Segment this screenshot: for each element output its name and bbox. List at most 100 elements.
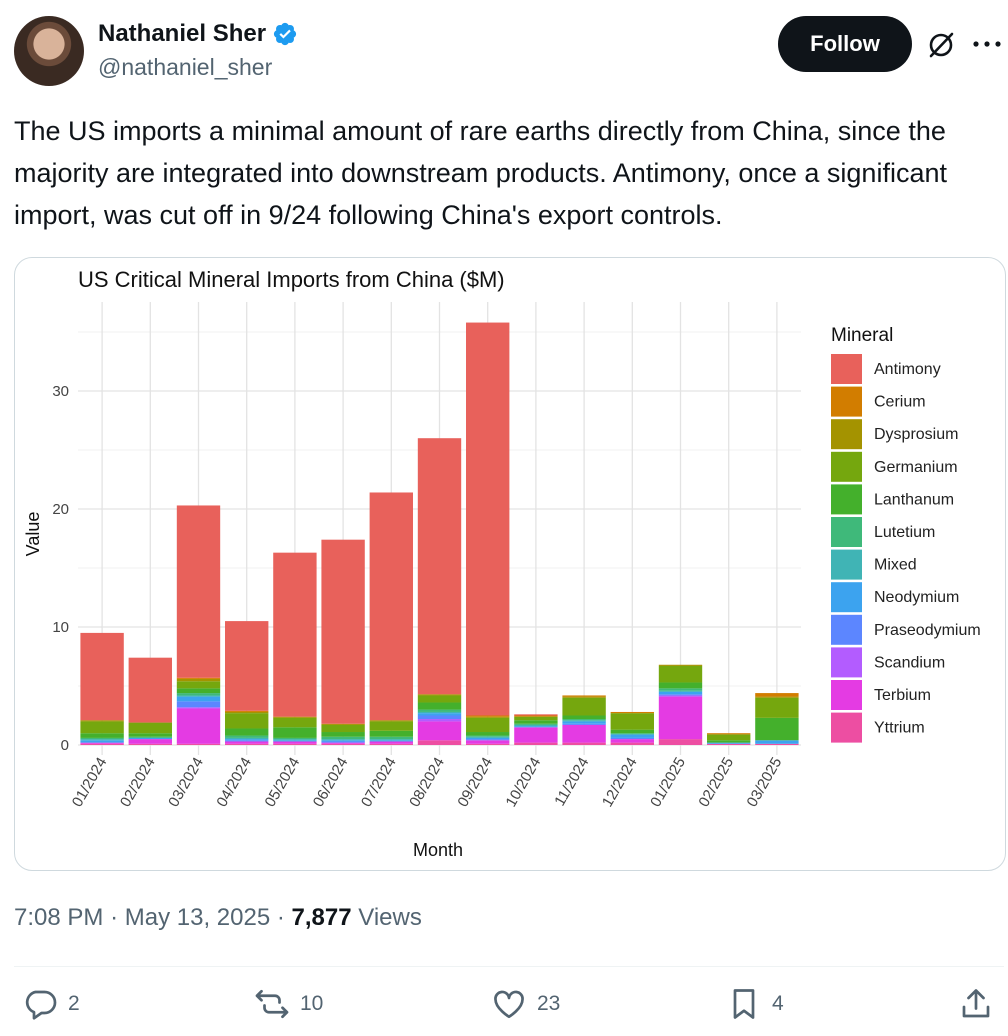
chart-image[interactable]: 0 10 20 30 01/2024 02/2024 03/2024 04/2024 05/2… — [14, 257, 1006, 871]
bar-segment-praseodymium — [176, 701, 221, 708]
views-count: 7,877 — [291, 904, 352, 931]
legend-label: Praseodymium — [874, 622, 981, 639]
bar-segment-scandium — [658, 695, 703, 697]
bar-segment-germanium — [562, 697, 606, 716]
follow-button[interactable]: Follow — [778, 16, 912, 72]
bar-segment-yttrium — [128, 743, 172, 745]
reply-count: 2 — [68, 992, 80, 1015]
bar-segment-terbium — [562, 724, 606, 743]
name-row: Nathaniel Sher — [98, 20, 298, 48]
bar-segment-cerium — [514, 715, 558, 717]
share-button[interactable] — [958, 986, 994, 1022]
bar-segment-antimony — [225, 621, 269, 711]
bar-segment-dysprosium — [273, 716, 317, 718]
bar-segment-cerium — [707, 733, 751, 735]
tweet-header: Nathaniel Sher @nathaniel_sher Follow — [14, 14, 1004, 88]
bar-segment-praseodymium — [466, 739, 510, 741]
bar-segment-yttrium — [466, 743, 510, 745]
x-tick-label: 11/2024 — [551, 755, 592, 809]
bar-segment-terbium — [321, 742, 365, 744]
legend-swatch — [831, 549, 862, 580]
bar-segment-lutetium — [225, 735, 269, 738]
bar-segment-lutetium — [321, 736, 365, 740]
bar-segment-neodymium — [225, 739, 269, 741]
chart-y-axis-label: Value — [23, 512, 43, 557]
bar-segment-dysprosium — [417, 694, 462, 696]
bar-segment-yttrium — [176, 743, 221, 745]
share-icon — [962, 989, 990, 1018]
like-button[interactable]: 23 — [491, 986, 560, 1022]
bar-segment-terbium — [658, 696, 703, 740]
y-tick-label: 20 — [52, 501, 69, 518]
legend-swatch — [831, 647, 862, 678]
chart-legend: Antimony Cerium Dysprosium Germanium Lanthan… — [831, 354, 981, 743]
x-tick-label: 05/2024 — [262, 755, 304, 810]
x-tick-label: 01/2024 — [69, 755, 111, 810]
bookmark-button[interactable]: 4 — [726, 986, 784, 1022]
grok-icon[interactable] — [926, 30, 956, 60]
bar-segment-neodymium — [514, 726, 558, 728]
legend-swatch — [831, 451, 862, 482]
bar-segment-antimony — [128, 657, 172, 723]
bar-segment-praseodymium — [321, 741, 365, 743]
verified-badge-icon — [273, 22, 297, 46]
bar-segment-neodymium — [562, 721, 606, 724]
bar-segment-yttrium — [321, 743, 365, 745]
reply-button[interactable]: 2 — [22, 986, 80, 1022]
bar-segment-dysprosium — [176, 678, 221, 682]
bar-segment-lanthanum — [466, 732, 510, 736]
bar-segment-neodymium — [321, 740, 365, 742]
legend-swatch — [831, 712, 862, 743]
more-icon[interactable] — [972, 36, 1002, 52]
bar-segment-germanium — [514, 716, 558, 721]
bar-segment-antimony — [369, 492, 413, 721]
y-tick-label: 10 — [52, 619, 69, 636]
repost-button[interactable]: 10 — [254, 986, 323, 1022]
author-handle[interactable]: @nathaniel_sher — [98, 54, 273, 80]
meta-separator: · — [276, 904, 292, 931]
avatar[interactable] — [14, 16, 84, 86]
bar-segment-mixed — [225, 737, 269, 740]
bar-segment-mixed — [658, 690, 703, 692]
x-tick-label: 01/2025 — [647, 755, 689, 810]
bar-segment-lanthanum — [225, 728, 269, 736]
y-tick-label: 30 — [52, 383, 69, 400]
chart-title: US Critical Mineral Imports from China (… — [78, 267, 505, 292]
bar-segment-germanium — [176, 681, 221, 689]
bar-segment-mixed — [273, 739, 317, 741]
author-name[interactable]: Nathaniel Sher — [98, 20, 267, 47]
repost-count: 10 — [300, 992, 324, 1015]
tweet-time[interactable]: 7:08 PM — [14, 904, 104, 931]
bar-segment-mixed — [80, 739, 124, 741]
tweet-date[interactable]: May 13, 2025 — [124, 904, 271, 931]
bar-segment-terbium — [176, 708, 221, 744]
legend-swatch — [831, 582, 862, 613]
bar-segment-dysprosium — [80, 720, 124, 722]
legend-swatch — [831, 386, 862, 417]
bar-segment-lanthanum — [80, 733, 124, 738]
bar-segment-lutetium — [128, 736, 172, 738]
bar-segment-lutetium — [466, 735, 510, 737]
x-tick-label: 10/2024 — [503, 755, 545, 810]
chart-bars — [80, 322, 799, 745]
bar-segment-cerium — [466, 715, 510, 717]
bar-segment-lanthanum — [514, 720, 558, 724]
bar-segment-mixed — [176, 695, 221, 697]
bar-segment-lutetium — [273, 737, 317, 740]
bar-segment-germanium — [321, 724, 365, 733]
bar-segment-terbium — [466, 740, 510, 744]
bar-segment-dysprosium — [321, 723, 365, 725]
legend-label: Lanthanum — [874, 491, 954, 508]
tweet-meta: 7:08 PM · May 13, 2025 · 7,877 Views — [14, 904, 422, 932]
bar-segment-germanium — [466, 717, 510, 733]
chart-x-axis-label: Month — [413, 840, 463, 860]
bar-segment-cerium — [176, 677, 221, 679]
bar-segment-yttrium — [562, 742, 606, 745]
bar-segment-mixed — [466, 736, 510, 738]
bar-segment-germanium — [80, 721, 124, 734]
bar-segment-antimony — [80, 632, 124, 721]
bar-segment-lanthanum — [369, 730, 413, 737]
bar-segment-lanthanum — [128, 733, 172, 737]
bar-segment-antimony — [514, 714, 558, 716]
